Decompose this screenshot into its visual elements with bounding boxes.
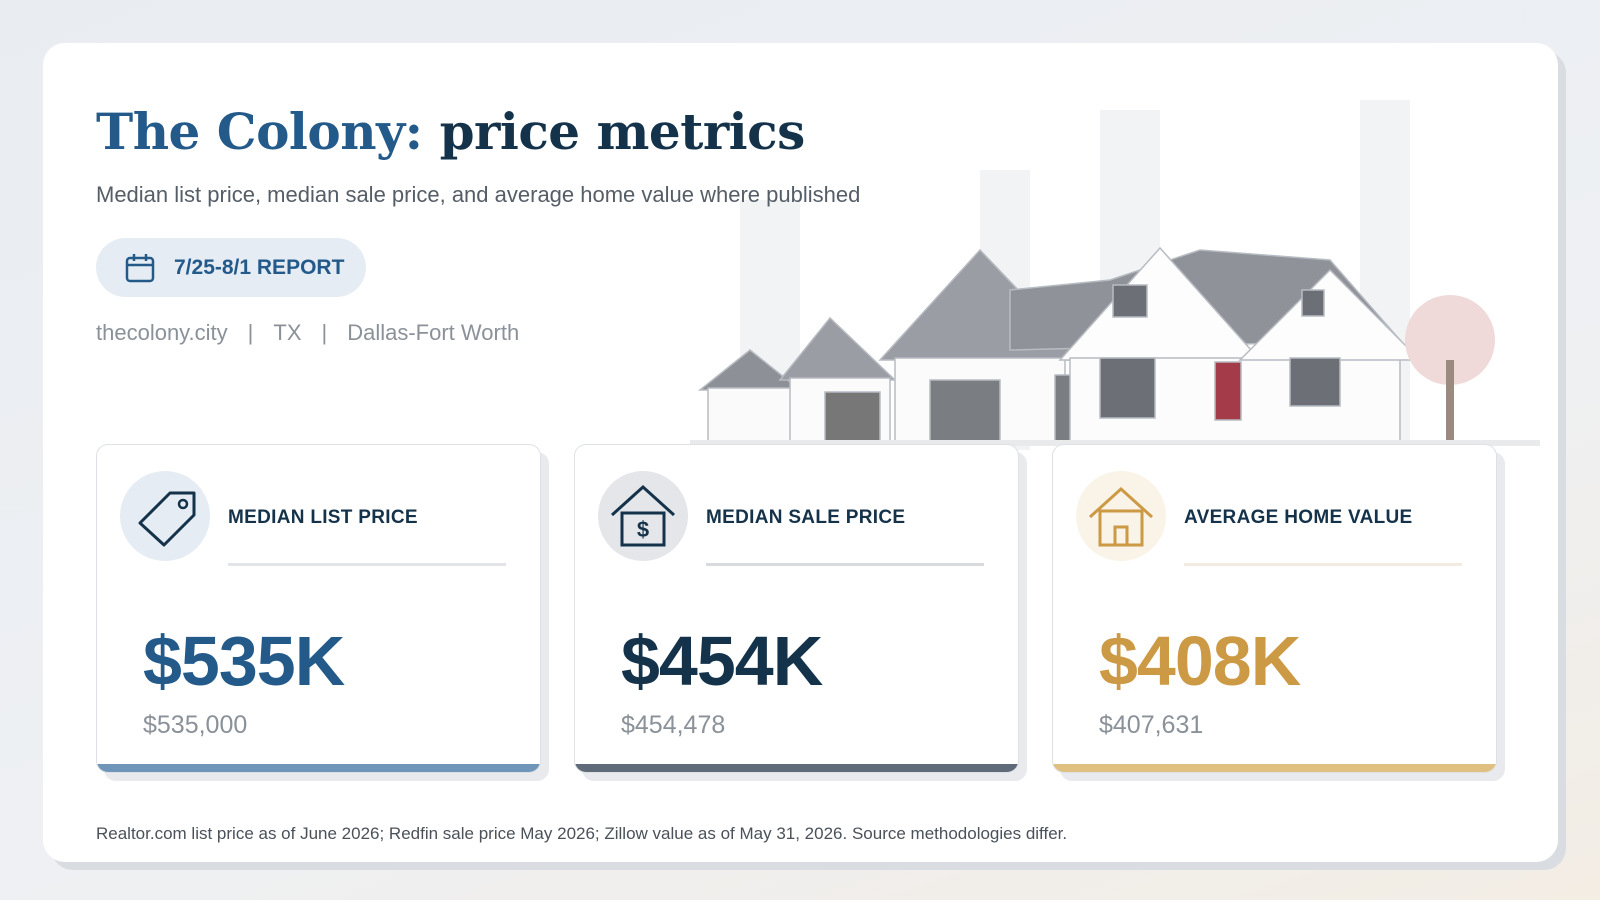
divider [1184, 563, 1462, 566]
metric-card: AVERAGE HOME VALUE $408K $407,631 [1052, 444, 1497, 773]
separator: | [321, 320, 328, 345]
card-detail: $454,478 [621, 711, 726, 739]
meta-line: thecolony.city | TX | Dallas-Fort Worth [96, 320, 519, 346]
metric-card: $ MEDIAN SALE PRICE $454K $454,478 [574, 444, 1019, 773]
card-value: $454K [621, 622, 823, 700]
icon-circle [120, 471, 210, 561]
card-label: MEDIAN SALE PRICE [706, 507, 906, 528]
report-badge: 7/25-8/1 REPORT [96, 238, 366, 297]
badge-text: 7/25-8/1 REPORT [174, 256, 345, 279]
title: The Colony: price metrics [96, 102, 805, 161]
separator: | [247, 320, 254, 345]
card-detail: $407,631 [1099, 711, 1204, 739]
tag-icon [138, 491, 196, 547]
meta-item: Dallas-Fort Worth [347, 320, 520, 345]
accent-bar [575, 764, 1018, 772]
accent-bar [97, 764, 540, 772]
icon-circle [1076, 471, 1166, 561]
divider [228, 563, 506, 566]
title-place: The Colony: [96, 102, 423, 161]
subtitle: Median list price, median sale price, an… [96, 182, 861, 207]
meta-item: thecolony.city [96, 320, 228, 345]
meta-item: TX [273, 320, 302, 345]
house-dollar-icon: $ [610, 484, 676, 547]
house-illustration [690, 100, 1540, 450]
accent-bar [1053, 764, 1496, 772]
icon-circle: $ [598, 471, 688, 561]
card-detail: $535,000 [143, 711, 248, 739]
metric-card: MEDIAN LIST PRICE $535K $535,000 [96, 444, 541, 773]
card-value: $535K [143, 622, 345, 700]
divider [706, 563, 984, 566]
footnote: Realtor.com list price as of June 2026; … [96, 824, 1068, 843]
svg-text:$: $ [637, 517, 649, 542]
calendar-icon [125, 254, 155, 283]
card-label: AVERAGE HOME VALUE [1184, 507, 1413, 528]
card-label: MEDIAN LIST PRICE [228, 507, 418, 528]
card-value: $408K [1099, 622, 1301, 700]
title-rest: price metrics [439, 102, 806, 161]
home-icon [1088, 486, 1154, 547]
